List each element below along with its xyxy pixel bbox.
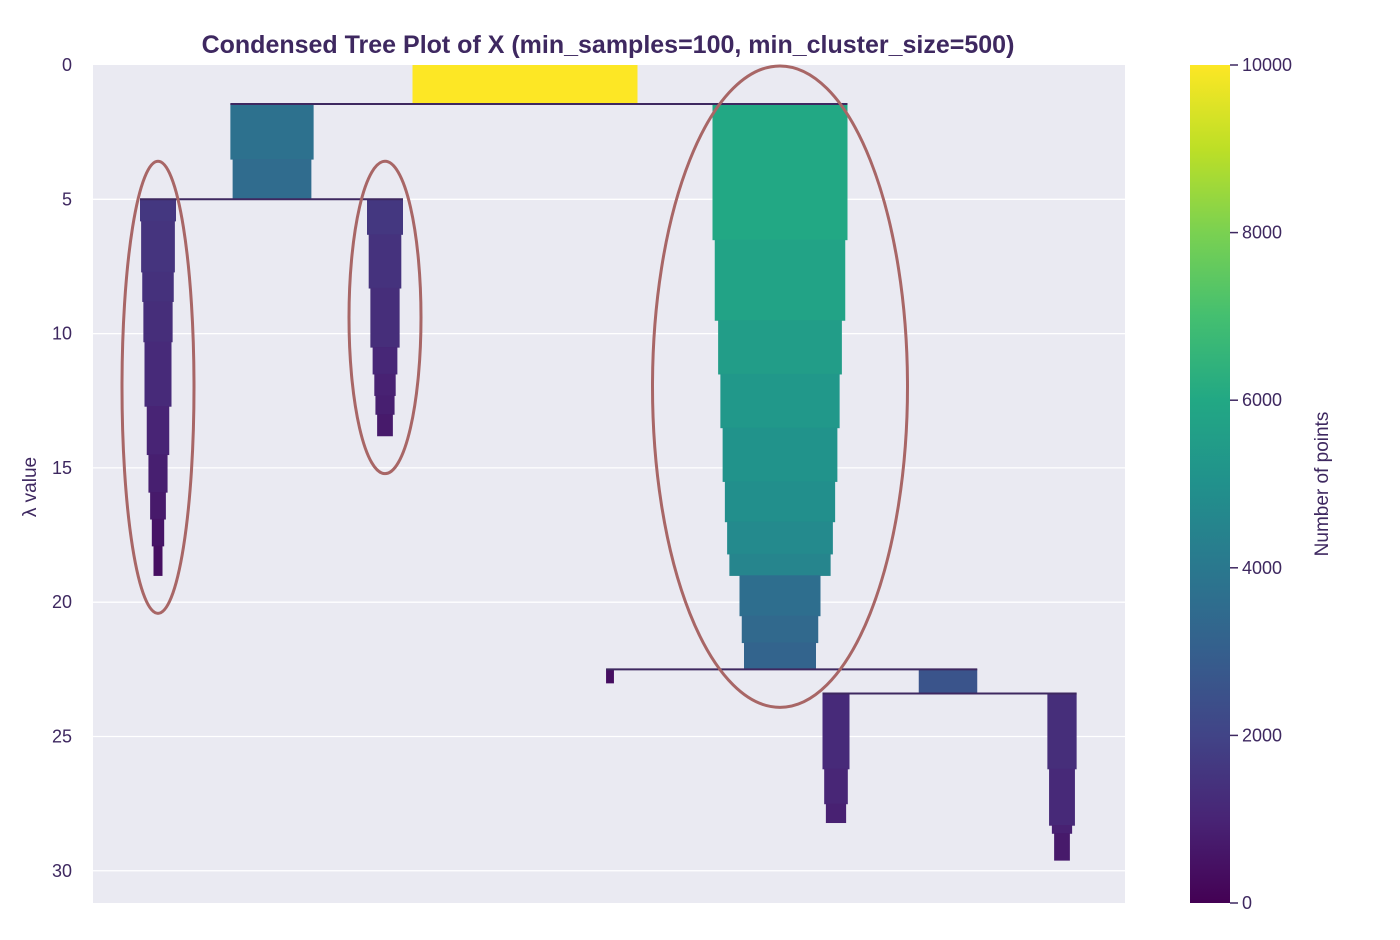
branch-right-right-left-segment-1 bbox=[824, 768, 848, 805]
branch-left-right-segment-2 bbox=[370, 287, 400, 348]
y-tick-label-2: 10 bbox=[52, 324, 72, 344]
branch-left-left-segment-9 bbox=[153, 545, 163, 576]
branch-right-segment-1 bbox=[714, 239, 846, 321]
branch-right-segment-5 bbox=[724, 481, 836, 523]
branch-right-segment-8 bbox=[739, 575, 821, 617]
colorbar-tick-label-2: 4000 bbox=[1242, 558, 1282, 578]
branch-right-segment-0 bbox=[712, 103, 848, 241]
branch-left-left-segment-4 bbox=[144, 341, 172, 407]
branch-left-left-segment-3 bbox=[143, 301, 173, 343]
branch-right-segment-2 bbox=[718, 320, 842, 375]
y-tick-label-3: 15 bbox=[52, 458, 72, 478]
plot-area bbox=[93, 65, 1125, 903]
branch-right-segment-10 bbox=[744, 642, 816, 670]
branch-right-right-right-segment-0 bbox=[1047, 693, 1077, 770]
colorbar bbox=[1190, 65, 1230, 903]
branch-left-right-segment-3 bbox=[372, 347, 398, 375]
chart-title: Condensed Tree Plot of X (min_samples=10… bbox=[202, 31, 1015, 59]
branch-left-right-segment-0 bbox=[367, 199, 403, 235]
branch-left-right-segment-1 bbox=[368, 234, 402, 289]
branch-left-segment-1 bbox=[232, 159, 312, 200]
y-tick-label-0: 0 bbox=[62, 55, 72, 75]
tree-branches bbox=[140, 65, 1077, 861]
colorbar-label: Number of points bbox=[1312, 412, 1333, 557]
y-tick-label-4: 20 bbox=[52, 592, 72, 612]
y-tick-label-1: 5 bbox=[62, 189, 72, 209]
y-axis-label: λ value bbox=[20, 457, 41, 517]
branch-left-right-segment-6 bbox=[377, 414, 393, 437]
branch-right-segment-7 bbox=[729, 553, 831, 576]
branch-left-left-segment-6 bbox=[148, 454, 168, 493]
branch-right-segment-3 bbox=[720, 373, 840, 429]
branch-right-right-right-segment-2 bbox=[1051, 825, 1073, 834]
y-axis-ticks: 0 5 10 15 20 25 30 bbox=[52, 55, 72, 881]
selected-cluster-ellipses bbox=[120, 64, 909, 709]
ellipse-left-right bbox=[347, 159, 423, 476]
branch-right-segment-9 bbox=[741, 615, 819, 644]
ellipse-left-left bbox=[120, 159, 196, 615]
branch-right-right-right-segment-3 bbox=[1054, 833, 1070, 861]
y-tick-label-5: 25 bbox=[52, 726, 72, 746]
branch-right-segment-4 bbox=[722, 427, 838, 482]
branch-left-right-segment-5 bbox=[375, 395, 395, 415]
branch-left-segment-0 bbox=[230, 103, 314, 160]
branch-left-left-segment-1 bbox=[141, 220, 175, 273]
branch-right-right-left-segment-0 bbox=[822, 693, 850, 770]
branch-left-right-segment-4 bbox=[374, 373, 396, 396]
colorbar-tick-label-5: 10000 bbox=[1242, 55, 1292, 75]
branch-left-left-segment-2 bbox=[142, 271, 174, 302]
branch-right-right-segment-0 bbox=[918, 669, 978, 695]
branch-right-right-right-segment-1 bbox=[1049, 768, 1075, 826]
branch-right-small-left-segment-0 bbox=[606, 669, 614, 684]
branch-left-left-segment-0 bbox=[140, 199, 176, 222]
colorbar-tick-label-0: 0 bbox=[1242, 893, 1252, 913]
colorbar-tick-label-1: 2000 bbox=[1242, 725, 1282, 745]
colorbar-tick-label-4: 8000 bbox=[1242, 223, 1282, 243]
branch-root-segment-0 bbox=[412, 65, 638, 105]
ellipse-right bbox=[651, 64, 909, 709]
colorbar-tick-label-3: 6000 bbox=[1242, 390, 1282, 410]
branch-left-left-segment-5 bbox=[146, 406, 170, 456]
y-tick-label-6: 30 bbox=[52, 861, 72, 881]
branch-right-right-left-segment-2 bbox=[825, 803, 847, 824]
branch-left-left-segment-8 bbox=[151, 518, 165, 547]
colorbar-ticks: 0 2000 4000 6000 8000 10000 bbox=[1230, 55, 1292, 913]
branch-left-left-segment-7 bbox=[150, 492, 166, 520]
branch-right-segment-6 bbox=[727, 521, 833, 555]
split-lines bbox=[140, 102, 1077, 695]
